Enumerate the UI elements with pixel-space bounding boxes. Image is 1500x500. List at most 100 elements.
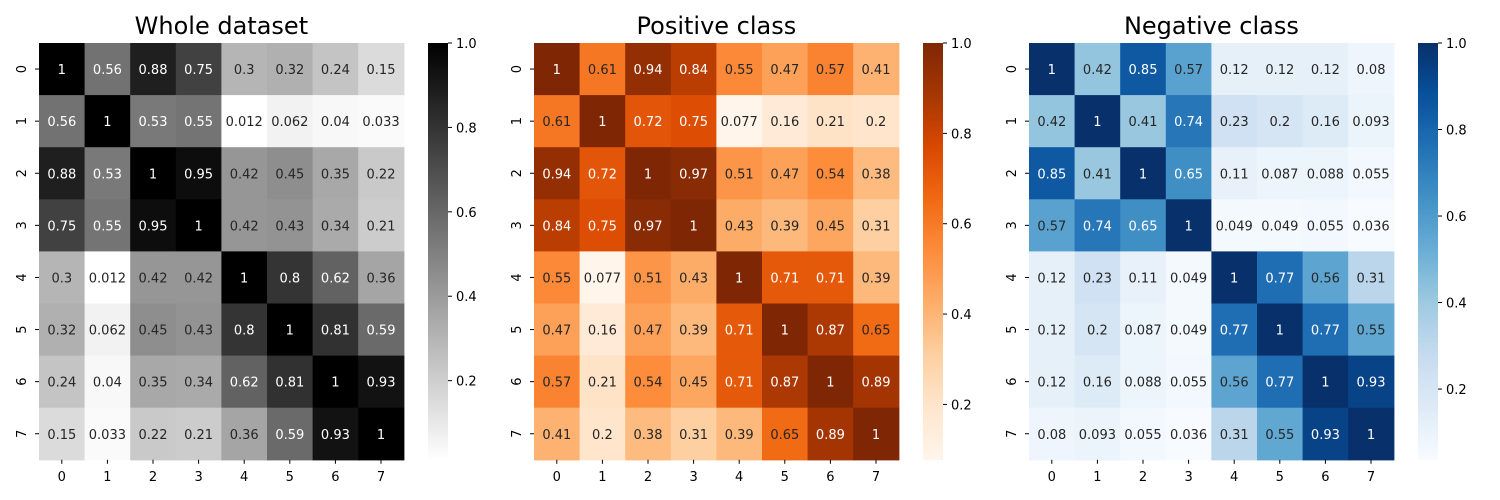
y-tick-label: 1	[15, 117, 30, 125]
cell-annotation: 0.049	[1261, 219, 1298, 234]
cell-annotation: 0.093	[1079, 428, 1116, 443]
cell-annotation: 1	[1276, 324, 1284, 339]
y-tick-label: 5	[15, 325, 30, 333]
heatmap-cell	[1302, 199, 1349, 252]
heatmap-cell	[670, 407, 717, 461]
cell-annotation: 0.39	[725, 428, 754, 443]
heatmap-cell	[670, 303, 717, 357]
heatmap-cell	[358, 407, 405, 461]
heatmap-cell	[534, 199, 581, 252]
heatmap-cell	[579, 43, 626, 96]
cell-annotation: 0.049	[1170, 271, 1207, 286]
cell-annotation: 0.38	[862, 167, 891, 182]
heatmap-cell	[853, 251, 900, 305]
cell-annotation: 0.062	[271, 115, 308, 130]
heatmap-cell	[84, 95, 131, 148]
cell-annotation: 0.94	[634, 63, 663, 78]
cell-annotation: 0.57	[1037, 219, 1066, 234]
heatmap-cell	[534, 355, 581, 409]
cell-annotation: 0.35	[139, 376, 168, 391]
heatmap-cell	[1348, 43, 1395, 96]
colorbar-tick-label: 0.6	[1446, 210, 1467, 225]
cell-annotation: 0.39	[862, 271, 891, 286]
cell-annotation: 0.04	[321, 115, 350, 130]
heatmap-cell	[84, 199, 131, 252]
heatmap-cell	[1211, 355, 1258, 409]
heatmap-cell	[716, 43, 763, 96]
y-tick-label: 1	[510, 117, 525, 125]
cell-annotation: 0.093	[1352, 115, 1389, 130]
heatmap-cell	[1120, 147, 1167, 200]
heatmap-cell	[358, 147, 405, 200]
heatmap-cell	[175, 43, 222, 96]
x-tick-label: 3	[1184, 470, 1192, 485]
cell-annotation: 0.43	[184, 324, 213, 339]
heatmap-cell	[84, 43, 131, 96]
cell-annotation: 0.42	[1037, 115, 1066, 130]
heatmap-cell	[716, 407, 763, 461]
colorbar-tick-label: 0.2	[951, 398, 972, 413]
heatmap-cell	[670, 43, 717, 96]
colorbar-tick-label: 0.2	[1446, 383, 1467, 398]
heatmap-cell	[358, 43, 405, 96]
heatmap-cell	[762, 147, 809, 200]
cell-annotation: 0.93	[321, 428, 350, 443]
heatmap-cell	[579, 355, 626, 409]
heatmap-cell	[1348, 251, 1395, 305]
heatmap-cell	[267, 251, 314, 305]
y-tick-label: 4	[1005, 273, 1020, 281]
cell-annotation: 1	[781, 324, 789, 339]
cell-annotation: 0.75	[679, 115, 708, 130]
heatmap-cell	[130, 303, 177, 357]
cell-annotation: 0.12	[1037, 324, 1066, 339]
cell-annotation: 0.077	[721, 115, 758, 130]
heatmap-cell	[716, 303, 763, 357]
cell-annotation: 0.55	[1357, 324, 1386, 339]
x-tick-label: 6	[331, 470, 339, 485]
heatmap-cell	[1029, 251, 1076, 305]
heatmap-cell	[1074, 95, 1121, 148]
cell-annotation: 0.42	[230, 219, 259, 234]
heatmap-cell	[221, 251, 268, 305]
heatmap-cell	[39, 355, 86, 409]
y-tick-label: 3	[1005, 221, 1020, 229]
y-tick-label: 5	[510, 325, 525, 333]
heatmap-cell	[716, 95, 763, 148]
cell-annotation: 0.22	[367, 167, 396, 182]
heatmap-cell	[1257, 407, 1304, 461]
cell-annotation: 0.04	[93, 376, 122, 391]
heatmap-cell	[807, 43, 854, 96]
heatmap-cell	[1302, 355, 1349, 409]
heatmap-cell	[762, 199, 809, 252]
heatmap-cell	[175, 407, 222, 461]
heatmap-cell	[1257, 95, 1304, 148]
heatmap-cell	[1165, 407, 1212, 461]
cell-annotation: 0.51	[725, 167, 754, 182]
heatmap-cell	[1302, 303, 1349, 357]
heatmap-cell	[1120, 43, 1167, 96]
heatmap-cell	[1165, 251, 1212, 305]
colorbar	[923, 43, 943, 460]
cell-annotation: 1	[1184, 219, 1192, 234]
cell-annotation: 0.31	[862, 219, 891, 234]
cell-annotation: 0.08	[1357, 63, 1386, 78]
colorbar	[428, 43, 448, 460]
heatmap-cell	[762, 303, 809, 357]
heatmap-cell	[130, 199, 177, 252]
cell-annotation: 0.15	[367, 63, 396, 78]
heatmap-cell	[84, 147, 131, 200]
heatmap-cell	[175, 95, 222, 148]
colorbar-tick-label: 0.8	[456, 121, 477, 136]
heatmap-cell	[807, 95, 854, 148]
cell-annotation: 0.41	[862, 63, 891, 78]
heatmap-cell	[670, 199, 717, 252]
cell-annotation: 0.77	[1265, 376, 1294, 391]
heatmap-cell	[762, 407, 809, 461]
cell-annotation: 1	[240, 271, 248, 286]
heatmap-cell	[1165, 95, 1212, 148]
heatmap-cell	[1165, 199, 1212, 252]
cell-annotation: 1	[149, 167, 157, 182]
cell-annotation: 0.54	[634, 376, 663, 391]
heatmap-cell	[579, 95, 626, 148]
